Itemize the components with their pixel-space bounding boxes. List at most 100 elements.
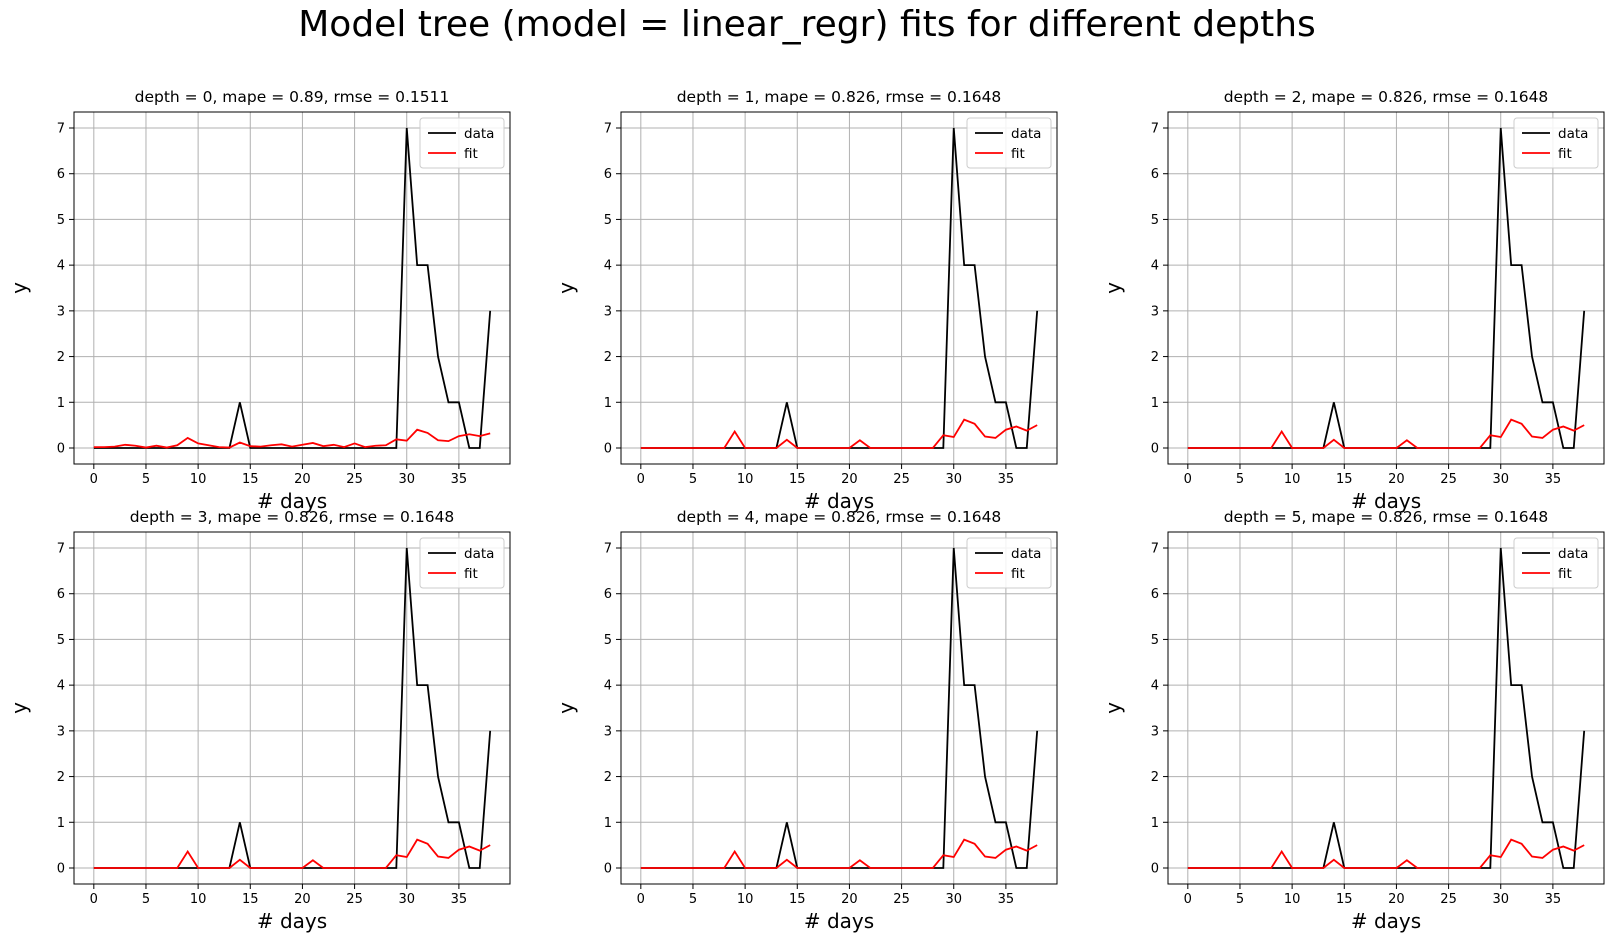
- subplot-depth-2: depth = 2, mape = 0.826, rmse = 0.1648 0 5…: [1101, 88, 1605, 513]
- y-tick-label: 3: [604, 724, 612, 739]
- legend-label-fit: fit: [464, 146, 478, 162]
- figure-title: Model tree (model = linear_regr) fits fo…: [298, 4, 1316, 45]
- series-line-fit: [93, 838, 491, 869]
- x-tick-label: 25: [893, 472, 910, 487]
- legend-box: [1513, 117, 1599, 169]
- x-axis-label: # days: [257, 489, 327, 513]
- x-tick-label: 25: [346, 472, 363, 487]
- x-tick-label: 5: [1236, 892, 1244, 907]
- x-tick-label: 35: [451, 892, 468, 907]
- legend-label-fit: fit: [1558, 566, 1572, 582]
- series-line-fit: [640, 838, 1038, 869]
- y-tick-label: 0: [1151, 862, 1159, 877]
- x-tick-label: 35: [998, 892, 1015, 907]
- plot-frame: [73, 531, 511, 885]
- y-axis-label: y: [7, 702, 31, 714]
- x-tick-label: 30: [398, 472, 415, 487]
- x-tick-label: 20: [841, 892, 858, 907]
- y-tick-label: 1: [57, 816, 65, 831]
- x-tick-label: 30: [1492, 472, 1509, 487]
- x-tick-label: 0: [1184, 472, 1192, 487]
- y-tick-label: 7: [1151, 122, 1159, 137]
- legend-label-data: data: [1011, 126, 1041, 142]
- x-tick-label: 35: [451, 472, 468, 487]
- y-tick-label: 1: [604, 816, 612, 831]
- y-tick-label: 5: [1151, 213, 1159, 228]
- x-tick-label: 20: [1388, 892, 1405, 907]
- subplot-title: depth = 1, mape = 0.826, rmse = 0.1648: [677, 88, 1002, 106]
- x-tick-label: 10: [190, 892, 207, 907]
- x-tick-label: 0: [637, 892, 645, 907]
- x-axis-label: # days: [1351, 489, 1421, 513]
- x-tick-label: 10: [737, 892, 754, 907]
- subplot-title: depth = 4, mape = 0.826, rmse = 0.1648: [677, 508, 1002, 526]
- legend-label-data: data: [1011, 546, 1041, 562]
- x-tick-label: 0: [1184, 892, 1192, 907]
- x-tick-label: 35: [998, 472, 1015, 487]
- y-tick-label: 6: [604, 167, 612, 182]
- x-tick-label: 10: [737, 472, 754, 487]
- y-tick-label: 2: [1151, 350, 1159, 365]
- x-tick-label: 15: [242, 472, 259, 487]
- x-tick-label: 25: [1440, 472, 1457, 487]
- legend-label-data: data: [1558, 546, 1588, 562]
- y-tick-label: 4: [1151, 679, 1159, 694]
- plot-frame: [1167, 531, 1605, 885]
- subplot-depth-3: depth = 3, mape = 0.826, rmse = 0.1648 0 5…: [7, 508, 511, 933]
- y-tick-label: 1: [57, 396, 65, 411]
- x-tick-label: 10: [1284, 892, 1301, 907]
- y-tick-label: 7: [604, 542, 612, 557]
- y-tick-label: 7: [604, 122, 612, 137]
- y-tick-label: 0: [604, 442, 612, 457]
- x-tick-label: 30: [945, 892, 962, 907]
- y-tick-label: 7: [57, 542, 65, 557]
- x-tick-label: 5: [689, 472, 697, 487]
- y-tick-label: 5: [57, 633, 65, 648]
- series-line-fit: [640, 418, 1038, 449]
- y-tick-label: 2: [604, 770, 612, 785]
- x-tick-label: 15: [789, 472, 806, 487]
- legend-label-data: data: [464, 126, 494, 142]
- y-tick-label: 6: [57, 167, 65, 182]
- legend-label-data: data: [464, 546, 494, 562]
- x-tick-label: 25: [346, 892, 363, 907]
- subplot-depth-1: depth = 1, mape = 0.826, rmse = 0.1648 0 5…: [554, 88, 1058, 513]
- x-tick-label: 30: [1492, 892, 1509, 907]
- y-tick-label: 5: [57, 213, 65, 228]
- legend: data fit: [1513, 117, 1599, 169]
- plot-frame: [620, 111, 1058, 465]
- legend: data fit: [419, 537, 505, 589]
- y-axis-label: y: [1101, 702, 1125, 714]
- y-tick-label: 0: [57, 442, 65, 457]
- series-line-data: [93, 127, 492, 449]
- y-tick-label: 4: [604, 259, 612, 274]
- x-tick-label: 15: [1336, 892, 1353, 907]
- x-tick-label: 5: [1236, 472, 1244, 487]
- subplot-depth-5: depth = 5, mape = 0.826, rmse = 0.1648 0 5…: [1101, 508, 1605, 933]
- y-tick-label: 3: [57, 304, 65, 319]
- y-tick-label: 4: [57, 679, 65, 694]
- series-line-fit: [1187, 418, 1585, 449]
- x-tick-label: 5: [142, 472, 150, 487]
- legend-box: [966, 537, 1052, 589]
- y-tick-label: 0: [1151, 442, 1159, 457]
- legend-label-fit: fit: [1011, 566, 1025, 582]
- x-tick-label: 10: [190, 472, 207, 487]
- plot-frame: [1167, 111, 1605, 465]
- y-tick-label: 1: [604, 396, 612, 411]
- x-axis-label: # days: [257, 909, 327, 933]
- x-tick-label: 0: [637, 472, 645, 487]
- x-tick-label: 10: [1284, 472, 1301, 487]
- x-axis-label: # days: [804, 909, 874, 933]
- subplot-title: depth = 3, mape = 0.826, rmse = 0.1648: [130, 508, 455, 526]
- x-tick-label: 20: [841, 472, 858, 487]
- legend: data fit: [1513, 537, 1599, 589]
- y-tick-label: 7: [1151, 542, 1159, 557]
- x-tick-label: 20: [294, 472, 311, 487]
- legend-label-fit: fit: [1011, 146, 1025, 162]
- y-tick-label: 6: [57, 587, 65, 602]
- x-tick-label: 25: [893, 892, 910, 907]
- y-tick-label: 2: [1151, 770, 1159, 785]
- y-axis-label: y: [7, 282, 31, 294]
